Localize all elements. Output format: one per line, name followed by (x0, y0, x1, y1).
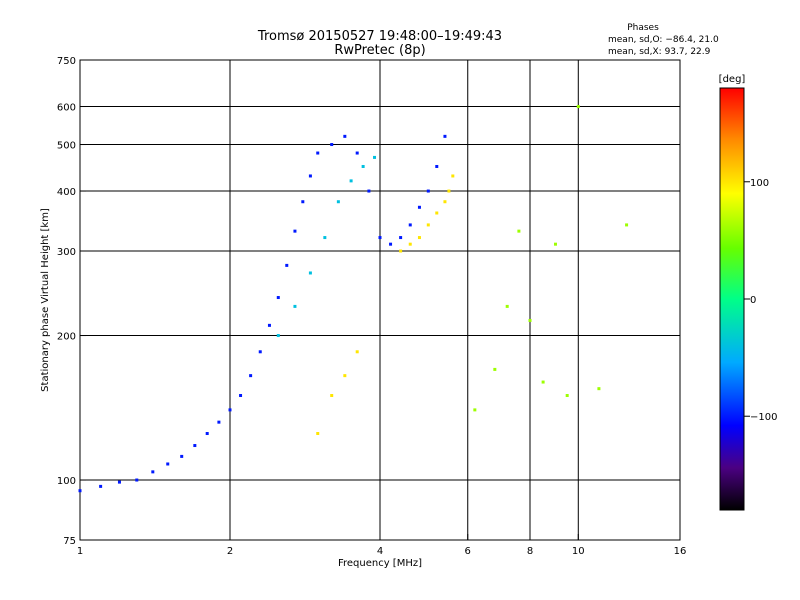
y-tick-label: 400 (57, 187, 76, 198)
colorbar (719, 87, 745, 511)
data-point (447, 189, 451, 193)
x-tick-label: 1 (77, 546, 83, 557)
data-point (597, 387, 601, 391)
y-tick-label: 100 (57, 476, 76, 487)
data-point (258, 350, 262, 354)
stats-line-x: mean, sd,X: 93.7, 22.9 (608, 47, 711, 57)
data-point (426, 189, 430, 193)
data-points (78, 105, 629, 493)
colorbar-label: [deg] (719, 74, 746, 85)
colorbar-tick-label: −100 (750, 412, 777, 423)
data-point (367, 189, 371, 193)
data-point (276, 334, 280, 338)
data-point (336, 200, 340, 204)
data-point (99, 484, 103, 488)
data-point (553, 242, 557, 246)
y-tick-label: 75 (63, 536, 76, 547)
data-point (78, 489, 82, 493)
axis-ticks: 1 2 4 6 8 10 16 75 100 200 300 400 500 600 750 (57, 56, 686, 557)
data-point (276, 296, 280, 300)
data-point (473, 408, 477, 412)
colorbar-ticks: 100 0 −100 (744, 178, 777, 423)
x-tick-label: 4 (377, 546, 383, 557)
data-point (408, 242, 412, 246)
y-tick-label: 750 (57, 56, 76, 67)
colorbar-tick-label: 0 (750, 295, 756, 306)
y-tick-label: 600 (57, 103, 76, 114)
chart-subtitle: RwPretec (8p) (334, 43, 425, 58)
y-tick-label: 500 (57, 141, 76, 152)
data-point (408, 223, 412, 227)
data-point (330, 394, 334, 398)
data-point (330, 143, 334, 147)
y-tick-label: 300 (57, 247, 76, 258)
data-point (505, 304, 509, 308)
x-tick-label: 6 (465, 546, 471, 557)
data-point (565, 394, 569, 398)
grid-lines (80, 60, 680, 540)
data-point (417, 236, 421, 240)
data-point (217, 420, 221, 424)
data-point (493, 367, 497, 371)
data-point (528, 318, 532, 322)
data-point (343, 374, 347, 378)
data-point (180, 454, 184, 458)
data-point (378, 236, 382, 240)
data-point (443, 200, 447, 204)
data-point (373, 155, 377, 159)
data-point (355, 151, 359, 155)
data-point (117, 480, 121, 484)
data-point (193, 444, 197, 448)
x-tick-label: 16 (674, 546, 687, 557)
data-point (249, 374, 253, 378)
data-point (435, 211, 439, 215)
stats-line-o: mean, sd,O: −86.4, 21.0 (608, 35, 719, 45)
data-point (301, 200, 305, 204)
data-point (135, 478, 139, 482)
data-point (625, 223, 629, 227)
data-point (399, 249, 403, 253)
data-point (205, 432, 209, 436)
colorbar-tick-label: 100 (750, 178, 769, 189)
data-point (349, 179, 353, 183)
x-tick-label: 8 (527, 546, 533, 557)
y-tick-label: 200 (57, 332, 76, 343)
data-point (293, 229, 297, 233)
data-point (361, 164, 365, 168)
stats-heading: Phases (627, 23, 659, 33)
data-point (323, 236, 327, 240)
data-point (517, 229, 521, 233)
data-point (228, 408, 232, 412)
y-axis-label: Stationary phase Virtual Height [km] (40, 208, 51, 392)
data-point (316, 151, 320, 155)
data-point (426, 223, 430, 227)
data-point (576, 105, 580, 109)
data-point (308, 174, 312, 178)
data-point (267, 323, 271, 327)
data-point (343, 134, 347, 138)
data-point (308, 271, 312, 275)
data-point (443, 134, 447, 138)
data-point (166, 462, 170, 466)
data-point (151, 470, 155, 474)
data-point (355, 350, 359, 354)
data-point (435, 164, 439, 168)
data-point (451, 174, 455, 178)
data-point (417, 205, 421, 209)
x-tick-label: 10 (572, 546, 585, 557)
data-point (285, 263, 289, 267)
data-point (316, 432, 320, 436)
data-point (239, 394, 243, 398)
data-point (399, 236, 403, 240)
data-point (293, 304, 297, 308)
data-point (541, 380, 545, 384)
chart-title: Tromsø 20150527 19:48:00–19:49:43 (257, 29, 502, 44)
x-axis-label: Frequency [MHz] (338, 558, 422, 569)
x-tick-label: 2 (227, 546, 233, 557)
data-point (389, 242, 393, 246)
